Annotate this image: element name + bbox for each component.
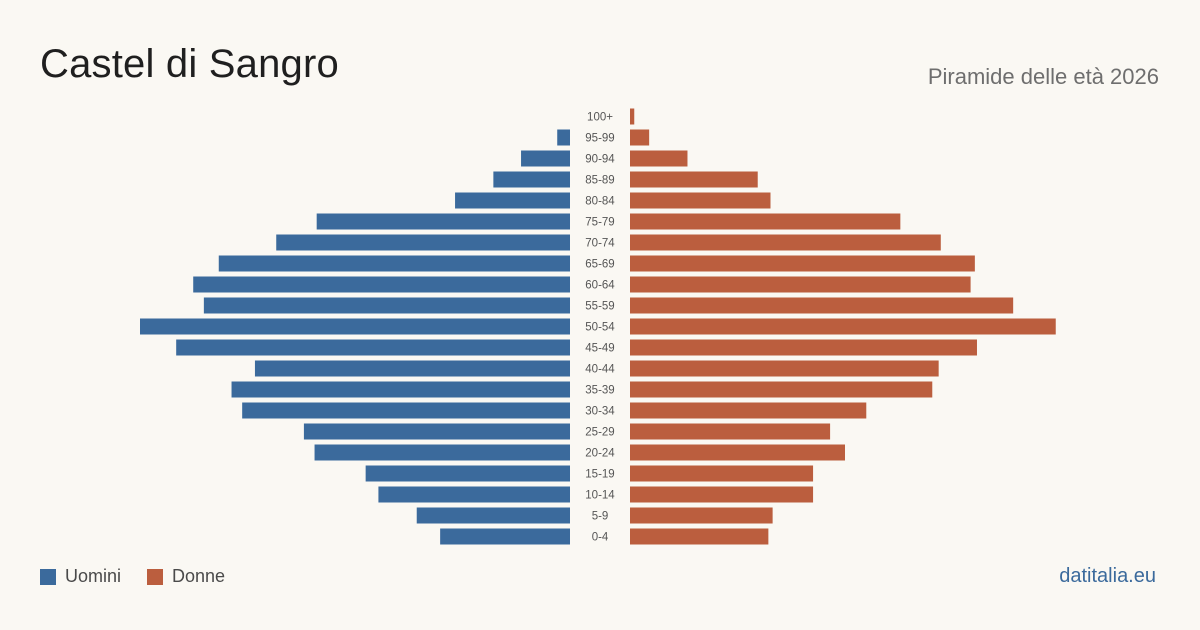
age-group-label: 90-94 xyxy=(585,154,615,166)
bar-male-10-14 xyxy=(378,486,570,503)
bar-female-55-59 xyxy=(630,297,1014,314)
bar-male-45-49 xyxy=(176,339,571,356)
bar-male-80-84 xyxy=(455,192,570,209)
age-group-label: 25-29 xyxy=(585,427,614,439)
age-group-label: 55-59 xyxy=(585,301,614,313)
bar-male-50-54 xyxy=(140,318,570,335)
age-group-label: 30-34 xyxy=(585,406,615,418)
bar-female-15-19 xyxy=(630,465,814,482)
bar-male-75-79 xyxy=(316,213,570,230)
bar-male-90-94 xyxy=(521,150,570,167)
age-group-label: 10-14 xyxy=(585,490,615,502)
bar-female-60-64 xyxy=(630,276,971,293)
chart-title: Castel di Sangro xyxy=(40,42,339,86)
bar-male-70-74 xyxy=(276,234,570,251)
bar-male-95-99 xyxy=(557,129,570,146)
bar-male-20-24 xyxy=(314,444,570,461)
bar-female-100+ xyxy=(630,108,635,125)
bar-male-25-29 xyxy=(303,423,570,440)
bar-female-90-94 xyxy=(630,150,688,167)
legend: Uomini Donne xyxy=(40,566,225,587)
bar-female-40-44 xyxy=(630,360,939,377)
age-group-label: 75-79 xyxy=(585,217,614,229)
bar-male-40-44 xyxy=(254,360,570,377)
bar-male-5-9 xyxy=(416,507,570,524)
legend-item-female: Donne xyxy=(147,566,225,587)
age-group-label: 35-39 xyxy=(585,385,614,397)
age-group-label: 5-9 xyxy=(592,511,609,523)
chart-subtitle: Piramide delle età 2026 xyxy=(927,64,1159,89)
bar-male-60-64 xyxy=(193,276,570,293)
bar-female-5-9 xyxy=(630,507,773,524)
bar-female-95-99 xyxy=(630,129,650,146)
age-group-label: 45-49 xyxy=(585,343,614,355)
age-group-label: 60-64 xyxy=(585,280,615,292)
bar-female-10-14 xyxy=(630,486,814,503)
age-group-label: 65-69 xyxy=(585,259,614,271)
bar-male-30-34 xyxy=(242,402,570,419)
bar-female-45-49 xyxy=(630,339,977,356)
bar-male-15-19 xyxy=(365,465,570,482)
age-group-label: 70-74 xyxy=(585,238,615,250)
legend-label-male: Uomini xyxy=(65,566,122,586)
source-link[interactable]: datitalia.eu xyxy=(1059,565,1156,587)
legend-swatch-female xyxy=(147,568,164,585)
age-group-label: 15-19 xyxy=(585,469,614,481)
age-group-label: 80-84 xyxy=(585,196,615,208)
legend-label-female: Donne xyxy=(172,566,226,586)
age-group-label: 20-24 xyxy=(585,448,615,460)
legend-item-male: Uomini xyxy=(40,566,121,587)
bar-female-65-69 xyxy=(630,255,975,272)
legend-swatch-male xyxy=(40,568,56,585)
bar-female-75-79 xyxy=(630,213,901,230)
bar-female-70-74 xyxy=(630,234,941,251)
bar-male-35-39 xyxy=(231,381,570,398)
bar-female-85-89 xyxy=(630,171,758,188)
bar-female-0-4 xyxy=(630,528,769,545)
bar-female-25-29 xyxy=(630,423,831,440)
bar-female-50-54 xyxy=(630,318,1056,335)
bar-female-80-84 xyxy=(630,192,771,209)
age-group-label: 40-44 xyxy=(585,364,615,376)
age-group-label: 85-89 xyxy=(585,175,614,187)
age-group-label: 0-4 xyxy=(592,532,609,544)
age-group-label: 100+ xyxy=(587,112,613,124)
bar-female-20-24 xyxy=(630,444,845,461)
bar-male-0-4 xyxy=(440,528,570,545)
age-group-label: 50-54 xyxy=(585,322,615,334)
bar-male-85-89 xyxy=(493,171,570,188)
bar-male-65-69 xyxy=(218,255,570,272)
bar-female-35-39 xyxy=(630,381,933,398)
age-group-label: 95-99 xyxy=(585,133,614,145)
bar-female-30-34 xyxy=(630,402,867,419)
bar-male-55-59 xyxy=(203,297,570,314)
